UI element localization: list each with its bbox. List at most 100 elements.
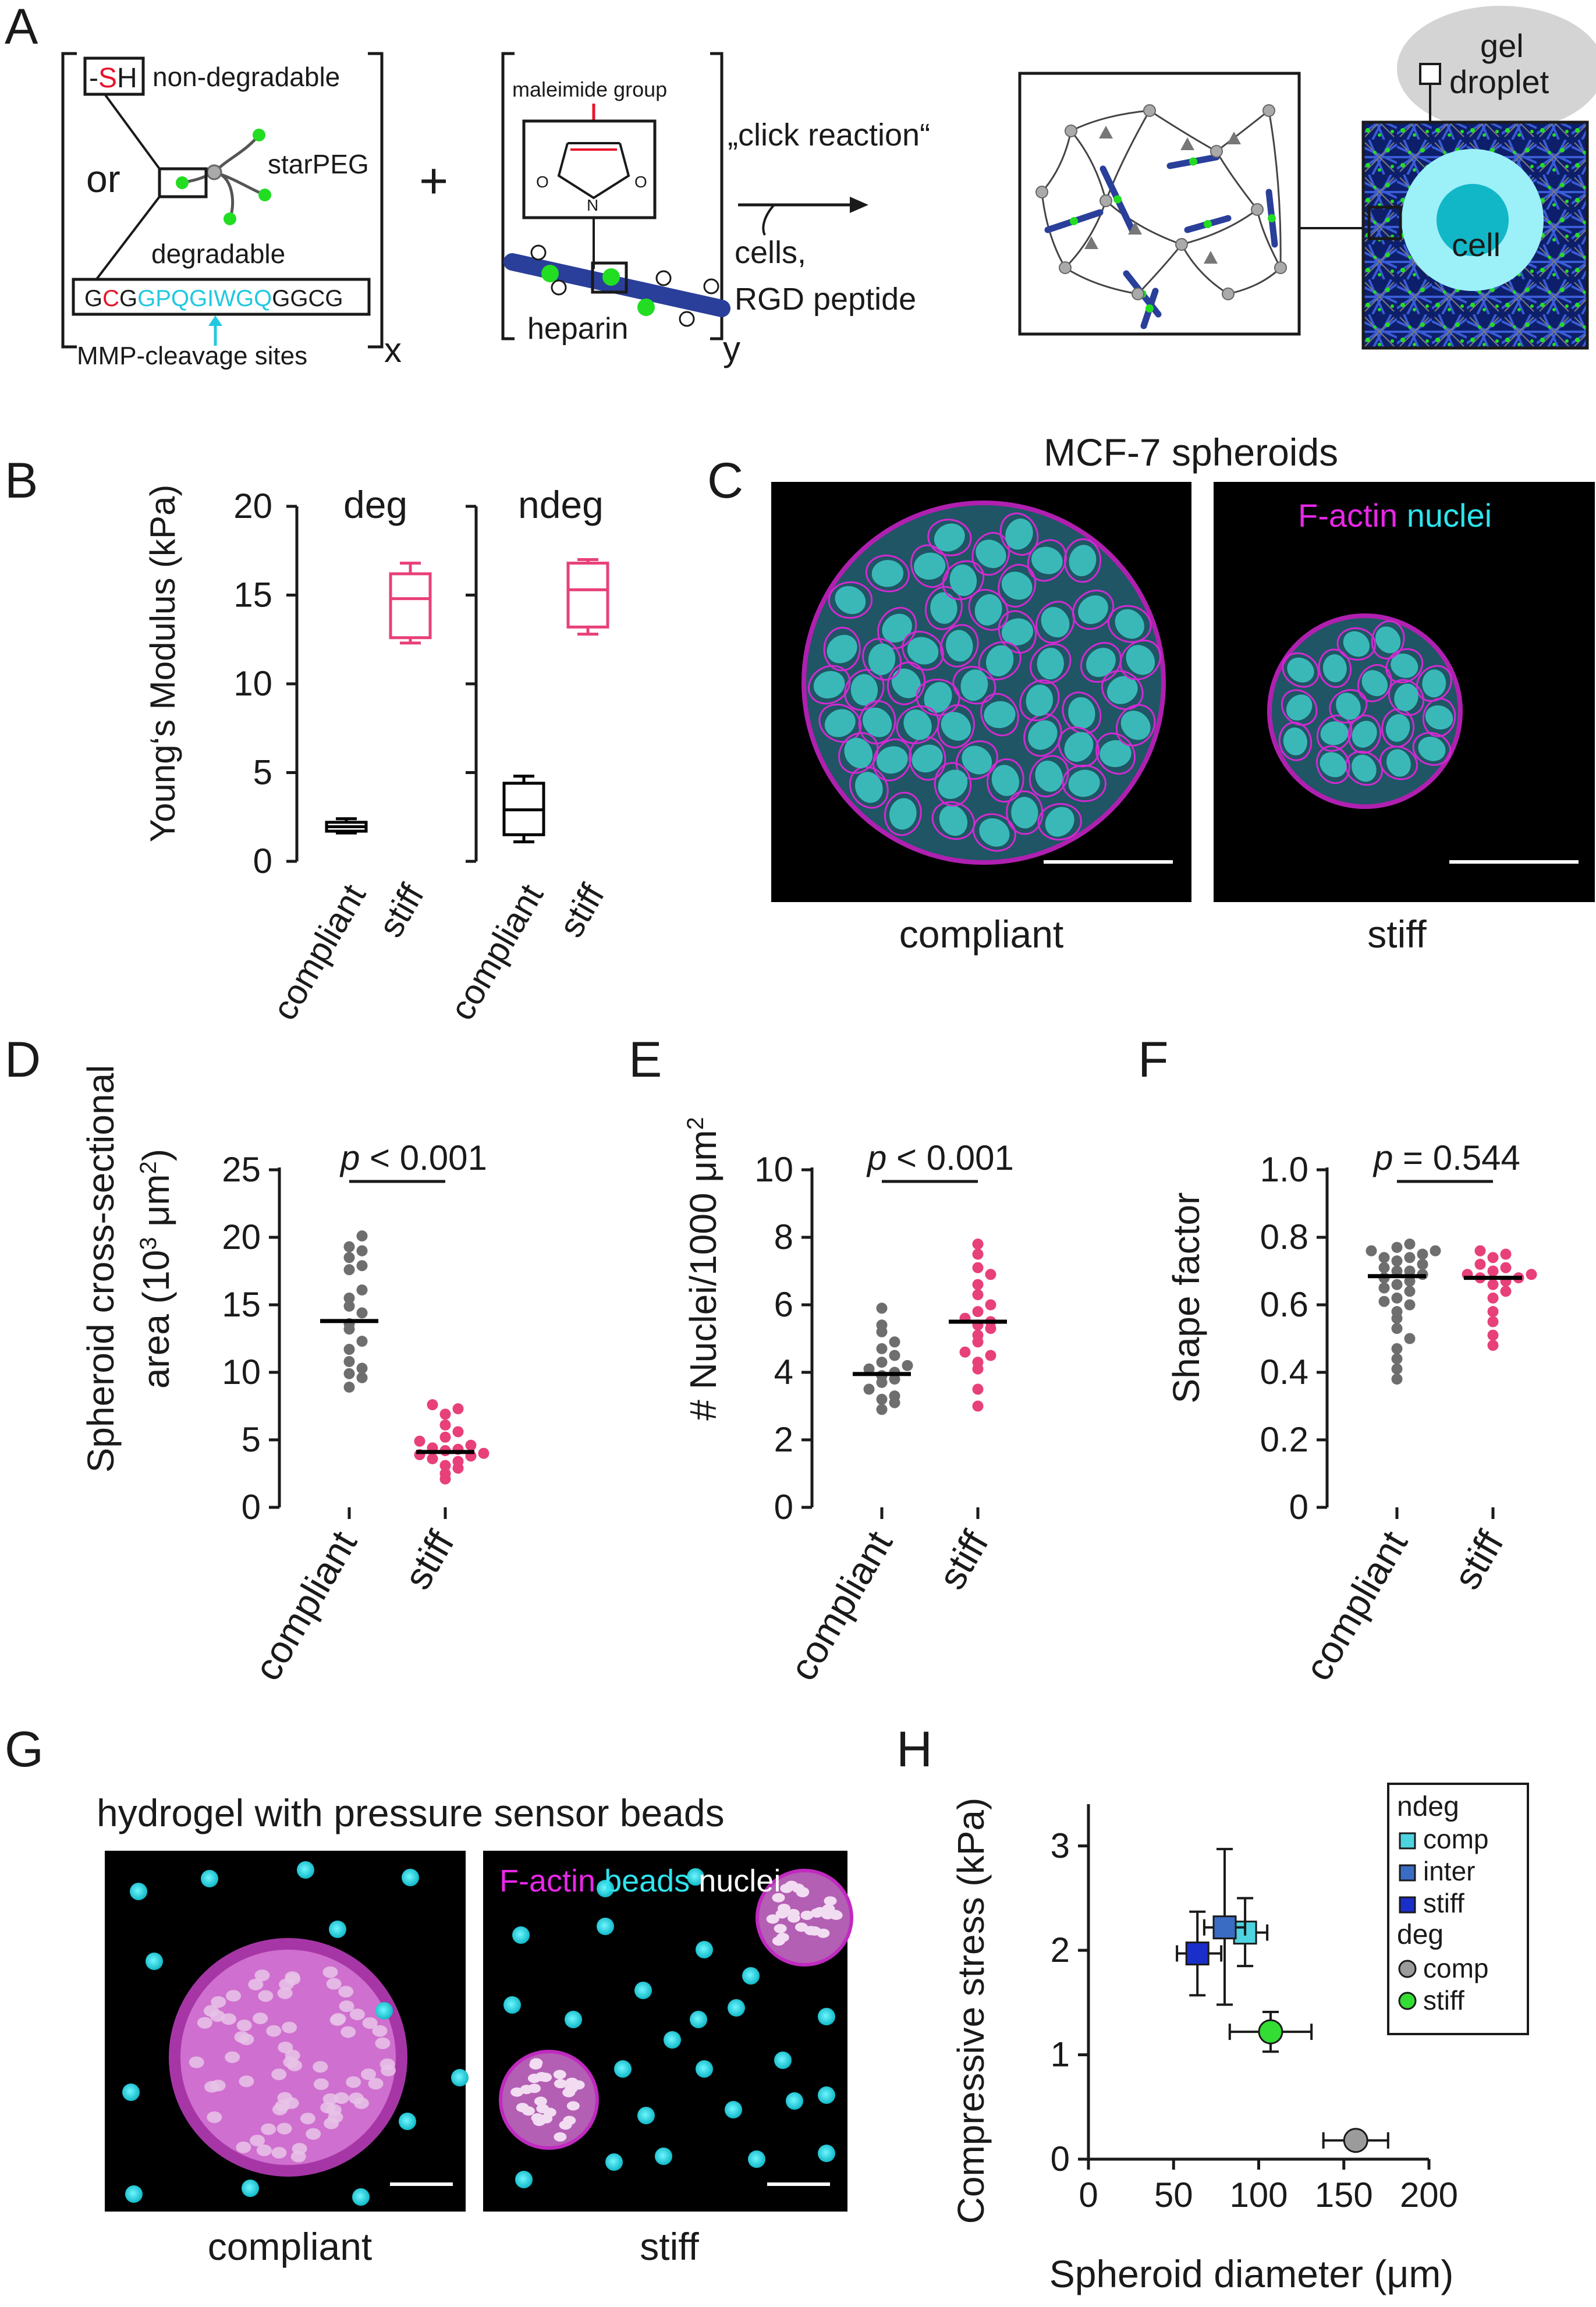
g-nucleus bbox=[324, 2117, 339, 2129]
d-xcat-compliant: compliant bbox=[246, 1524, 365, 1688]
b-ylabel: Young‘s Modulus (kPa) bbox=[143, 485, 182, 843]
droplet-zoom-box bbox=[1419, 63, 1441, 85]
degradable-label: degradable bbox=[151, 239, 285, 269]
g-nucleus bbox=[535, 2072, 548, 2082]
cell-nucleus bbox=[889, 798, 917, 830]
g-bead bbox=[690, 2011, 707, 2028]
cell-nucleus bbox=[855, 772, 883, 803]
cell-nucleus bbox=[871, 560, 904, 587]
g-nucleus bbox=[362, 2017, 378, 2029]
cell-membrane bbox=[998, 610, 1037, 654]
network-node bbox=[1274, 261, 1287, 274]
g-nucleus bbox=[372, 2025, 388, 2037]
dot-ytick-label: 0.8 bbox=[1260, 1218, 1308, 1257]
g-nucleus bbox=[375, 2037, 391, 2049]
dot-ytick-label: 20 bbox=[222, 1218, 261, 1257]
cell-membrane bbox=[1072, 590, 1115, 630]
h-ytick-label: 1 bbox=[1051, 2035, 1070, 2074]
h-legend-group-deg: deg bbox=[1397, 1919, 1444, 1950]
g-bead bbox=[122, 2084, 140, 2101]
c-title: MCF-7 spheroids bbox=[1044, 431, 1338, 474]
dot-point bbox=[1487, 1340, 1499, 1351]
dot-point bbox=[1487, 1306, 1499, 1318]
b-box bbox=[566, 562, 609, 629]
dot-point bbox=[1500, 1262, 1512, 1273]
network-link bbox=[1041, 130, 1072, 193]
g-bead bbox=[597, 1880, 614, 1897]
g-nucleus bbox=[290, 2150, 306, 2163]
dot-point bbox=[427, 1399, 438, 1411]
g-nucleus bbox=[774, 1923, 787, 1933]
c-scale-bar-right bbox=[1449, 860, 1579, 864]
cell-membrane bbox=[1416, 665, 1452, 702]
rgd-label: RGD peptide bbox=[735, 282, 916, 317]
h-xtick-label: 200 bbox=[1400, 2175, 1458, 2214]
network-node bbox=[1222, 288, 1235, 300]
cell-membrane bbox=[808, 665, 851, 705]
dot-point bbox=[985, 1269, 996, 1280]
g-nucleus bbox=[326, 1978, 342, 1990]
network-crosslink bbox=[1145, 304, 1154, 313]
h-ytick-label: 3 bbox=[1051, 1826, 1070, 1865]
panel-letter-g: G bbox=[5, 1722, 44, 1777]
g-nucleus bbox=[338, 1986, 354, 1998]
f-xcat-stiff: stiff bbox=[1445, 1523, 1512, 1596]
g-nucleus bbox=[787, 1913, 800, 1923]
g-nucleus bbox=[248, 1978, 264, 1990]
cell-nucleus bbox=[934, 523, 965, 552]
dot-point bbox=[889, 1390, 900, 1402]
dot-point bbox=[1417, 1258, 1428, 1270]
dot-point bbox=[1404, 1333, 1416, 1344]
dot-point bbox=[356, 1260, 368, 1272]
cell-nucleus bbox=[1037, 648, 1064, 680]
h-legend-swatch-deg-comp bbox=[1398, 1960, 1417, 1978]
panel-letter-d: D bbox=[5, 1032, 41, 1088]
cell-nucleus bbox=[835, 585, 866, 615]
cell-nucleus bbox=[939, 805, 968, 836]
d-xcat-stiff: stiff bbox=[395, 1523, 462, 1596]
cell-nucleus bbox=[1425, 705, 1453, 730]
e-xcat-stiff: stiff bbox=[930, 1523, 996, 1596]
g-bead bbox=[818, 2086, 835, 2104]
dot-point bbox=[356, 1362, 368, 1374]
g-nucleus bbox=[189, 2056, 204, 2068]
maleimide-label: maleimide group bbox=[512, 77, 667, 101]
dot-point bbox=[1474, 1245, 1486, 1257]
dot-point bbox=[1391, 1306, 1403, 1318]
b-ytick-label: 5 bbox=[253, 753, 272, 792]
g-nucleus bbox=[349, 2092, 364, 2104]
g-nucleus bbox=[792, 1883, 805, 1893]
b-whisker-cap bbox=[336, 817, 357, 835]
cell-membrane bbox=[1371, 620, 1405, 660]
network-link bbox=[1065, 267, 1139, 295]
g-bead bbox=[664, 2031, 681, 2049]
cell-membrane bbox=[1412, 732, 1452, 766]
dot-point bbox=[1500, 1248, 1512, 1260]
g-nucleus bbox=[334, 2092, 349, 2104]
dot-point bbox=[1404, 1265, 1416, 1277]
click-reaction-label: „click reaction“ bbox=[728, 118, 930, 152]
dot-ytick-label: 1.0 bbox=[1260, 1150, 1308, 1189]
g-nucleus bbox=[221, 2013, 236, 2025]
h-xlabel: Spheroid diameter (μm) bbox=[1049, 2252, 1454, 2295]
g-bead bbox=[774, 2052, 792, 2069]
dot-point bbox=[1404, 1299, 1416, 1311]
g-stain-legend: F-actin beads nuclei bbox=[499, 1864, 781, 1898]
g-nucleus bbox=[766, 1914, 779, 1924]
network-link bbox=[1070, 109, 1150, 132]
h-xtick-label: 0 bbox=[1079, 2175, 1098, 2214]
starpeg-label: starPEG bbox=[268, 149, 369, 179]
network-link bbox=[1041, 191, 1066, 268]
cell-membrane bbox=[1318, 648, 1352, 688]
panel-letter-a: A bbox=[5, 0, 38, 55]
g-bead bbox=[451, 2069, 469, 2086]
dot-point bbox=[1378, 1252, 1390, 1263]
b-xcat-stiff-deg: stiff bbox=[371, 878, 431, 944]
g-scale-bar-left bbox=[390, 2182, 453, 2186]
d-ylabel-line2: area (103 μm2) bbox=[135, 1149, 177, 1389]
cell-nucleus bbox=[868, 643, 896, 676]
g-nucleus bbox=[530, 2058, 543, 2068]
dot-point bbox=[1500, 1286, 1512, 1297]
network-link bbox=[1064, 200, 1107, 269]
network-crosslink bbox=[1070, 217, 1078, 225]
